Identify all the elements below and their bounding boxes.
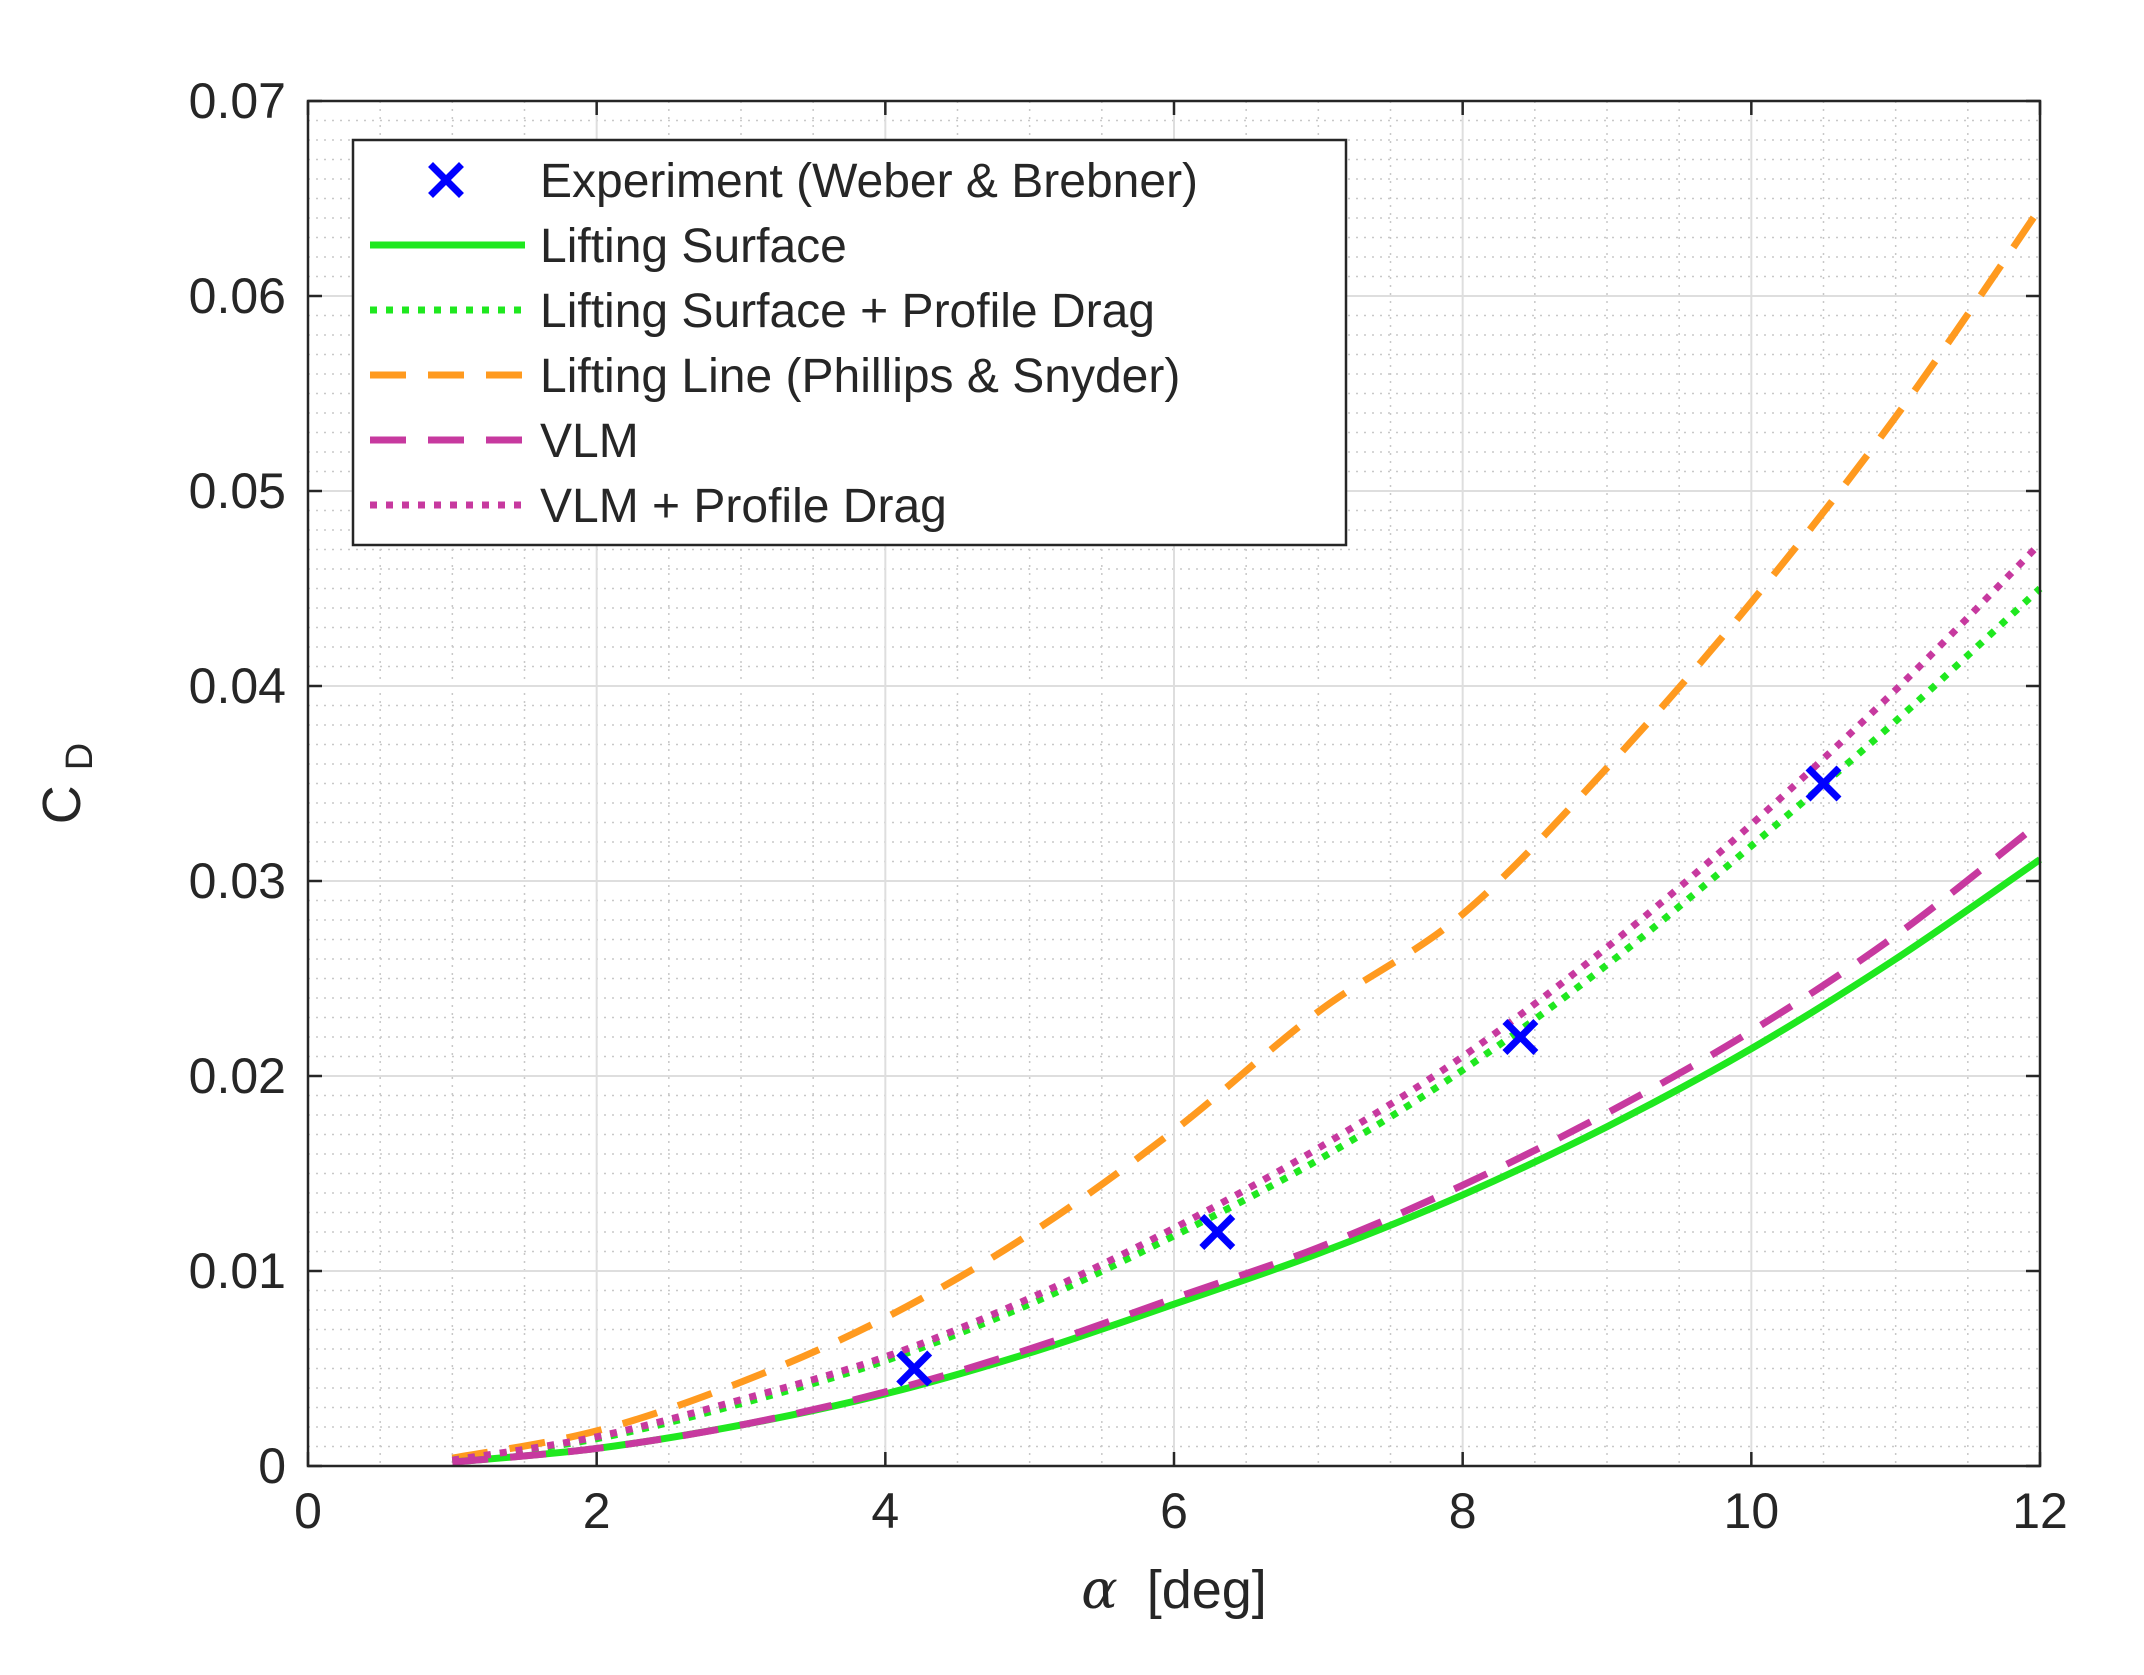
series-line-lifting-surface	[452, 856, 2042, 1466]
y-tick-label: 0.07	[189, 73, 286, 129]
marker-stroke	[896, 1350, 933, 1387]
data-point-marker	[1805, 765, 1842, 802]
x-tick-label: 0	[294, 1483, 322, 1539]
x-tick-labels: 0 2 4 6 8 10 12	[294, 1483, 2068, 1539]
legend-label: Lifting Line (Phillips & Snyder)	[540, 350, 1180, 403]
legend: Experiment (Weber & Brebner) Lifting Surf…	[351, 138, 1348, 547]
x-tick-label: 4	[871, 1483, 899, 1539]
legend-entry-vlm: VLM	[370, 415, 639, 468]
data-point-marker	[896, 1350, 933, 1387]
legend-label: Lifting Surface	[540, 220, 847, 273]
x-tick-label: 2	[583, 1483, 611, 1539]
tick-marks	[306, 99, 2042, 1468]
marker-stroke	[1199, 1214, 1236, 1250]
y-tick-label: 0.03	[189, 853, 286, 909]
legend-entry-vlm-profile-drag: VLM + Profile Drag	[370, 480, 947, 533]
series-line-vlm-profile-drag	[451, 541, 2043, 1464]
y-tick-label: 0.05	[189, 463, 286, 519]
x-tick-label: 10	[1724, 1483, 1780, 1539]
y-axis-label: C	[32, 785, 92, 824]
x-axis-title: α [deg]	[1081, 1558, 1267, 1621]
marker-stroke	[1805, 765, 1842, 802]
x-axis-symbol: α	[1081, 1558, 1117, 1621]
legend-items: Experiment (Weber & Brebner) Lifting Surf…	[370, 155, 1198, 533]
legend-entry-experiment-weber-brebner: Experiment (Weber & Brebner)	[428, 155, 1198, 208]
series-line-vlm	[452, 819, 2043, 1466]
data-point-marker	[1502, 1019, 1539, 1055]
y-tick-labels: 0 0.01 0.02 0.03 0.04 0.05 0.06 0.07	[189, 73, 286, 1494]
y-axis-subscript: D	[59, 743, 101, 770]
legend-label: VLM + Profile Drag	[540, 480, 947, 533]
legend-label: Experiment (Weber & Brebner)	[540, 155, 1198, 208]
x-tick-label: 12	[2012, 1483, 2068, 1539]
legend-marker	[428, 162, 464, 198]
y-axis-title: C D	[32, 743, 101, 824]
y-tick-label: 0	[258, 1438, 286, 1494]
y-tick-label: 0.04	[189, 658, 286, 714]
legend-entry-lifting-surface-profile-drag: Lifting Surface + Profile Drag	[370, 285, 1155, 338]
legend-label: Lifting Surface + Profile Drag	[540, 285, 1155, 338]
marker-stroke	[428, 162, 464, 198]
marker-stroke	[1502, 1019, 1539, 1055]
series-line-lifting-surface-profile-drag	[451, 585, 2043, 1464]
legend-box	[351, 138, 1348, 547]
series-line-lifting-line-phillips-snyder	[451, 206, 2043, 1462]
x-tick-label: 6	[1160, 1483, 1188, 1539]
legend-entry-lifting-line-phillips-snyder: Lifting Line (Phillips & Snyder)	[370, 350, 1180, 403]
legend-entry-lifting-surface: Lifting Surface	[370, 220, 847, 273]
legend-label: VLM	[540, 415, 639, 468]
x-axis-label: [deg]	[1147, 1560, 1267, 1620]
y-tick-label: 0.06	[189, 268, 286, 324]
series-experiment-weber-brebner	[896, 765, 1842, 1387]
data-point-marker	[1199, 1214, 1236, 1250]
y-tick-label: 0.01	[189, 1243, 286, 1299]
series-layer	[451, 206, 2043, 1466]
y-tick-label: 0.02	[189, 1048, 286, 1104]
x-tick-label: 8	[1449, 1483, 1477, 1539]
